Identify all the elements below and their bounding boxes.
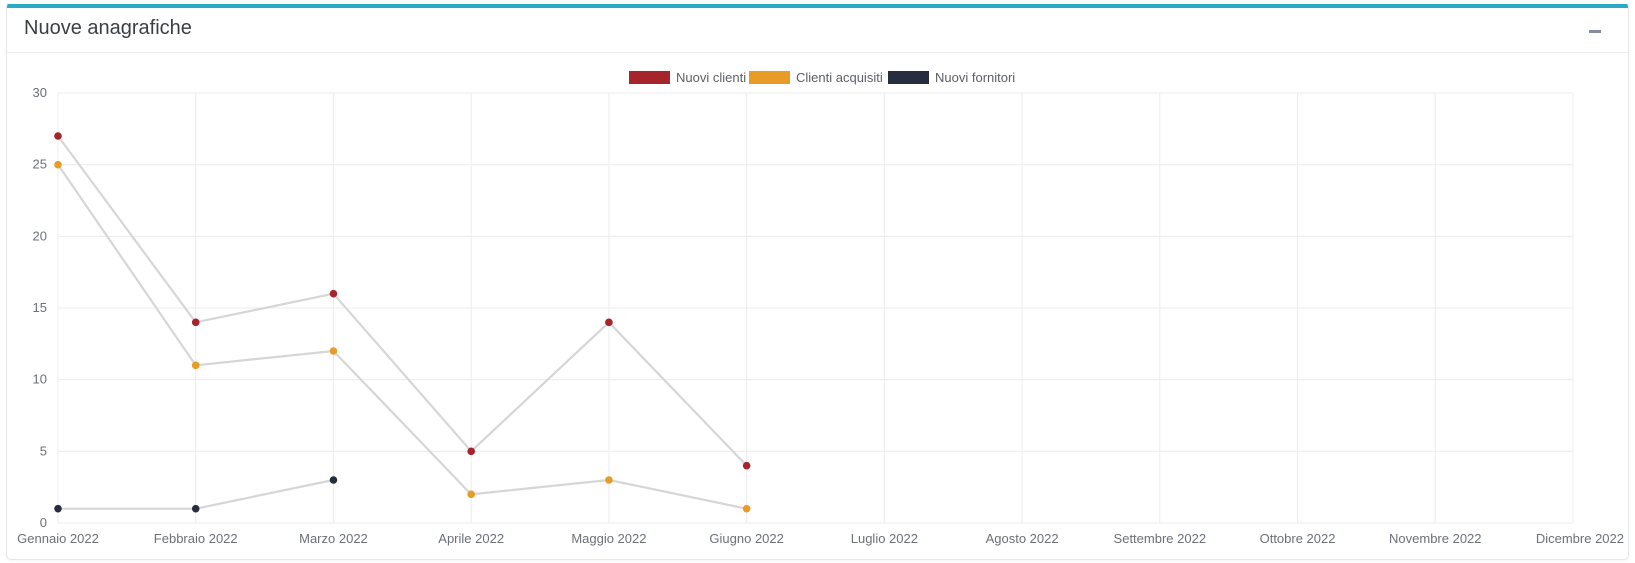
svg-text:30: 30 (33, 85, 47, 100)
svg-text:10: 10 (33, 372, 47, 387)
svg-text:Marzo 2022: Marzo 2022 (299, 531, 368, 546)
svg-text:Aprile 2022: Aprile 2022 (438, 531, 504, 546)
svg-text:Maggio 2022: Maggio 2022 (571, 531, 646, 546)
svg-text:Agosto 2022: Agosto 2022 (986, 531, 1059, 546)
svg-text:Settembre 2022: Settembre 2022 (1114, 531, 1207, 546)
svg-text:Giugno 2022: Giugno 2022 (709, 531, 783, 546)
svg-text:Novembre 2022: Novembre 2022 (1389, 531, 1482, 546)
svg-text:Ottobre 2022: Ottobre 2022 (1260, 531, 1336, 546)
svg-text:Febbraio 2022: Febbraio 2022 (154, 531, 238, 546)
svg-text:0: 0 (40, 515, 47, 530)
svg-text:Gennaio 2022: Gennaio 2022 (17, 531, 99, 546)
svg-text:5: 5 (40, 443, 47, 458)
svg-text:15: 15 (33, 300, 47, 315)
svg-text:25: 25 (33, 157, 47, 172)
svg-text:Dicembre 2022: Dicembre 2022 (1536, 531, 1624, 546)
svg-text:20: 20 (33, 228, 47, 243)
svg-text:Luglio 2022: Luglio 2022 (851, 531, 918, 546)
